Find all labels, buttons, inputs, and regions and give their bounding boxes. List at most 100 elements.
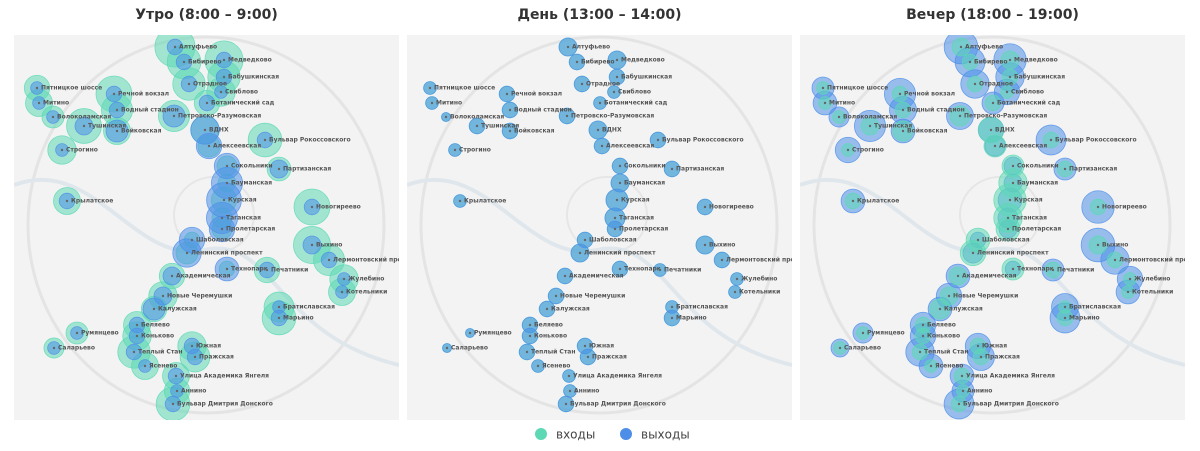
station-label: Крылатское <box>71 198 113 205</box>
station-dot <box>222 75 226 79</box>
station-dot <box>567 374 571 378</box>
station-dot <box>508 108 512 112</box>
station-label: Бибирево <box>974 59 1007 66</box>
station-dot <box>115 129 119 133</box>
station-label: Саларьево <box>451 345 488 352</box>
station-dot <box>161 294 165 298</box>
station-dot <box>1063 305 1067 309</box>
station-label: Водный стадион <box>514 107 572 114</box>
station-dot <box>190 238 194 242</box>
station-label: Петровско-Разумовская <box>571 113 654 120</box>
station-label: Технопарк <box>1017 266 1054 273</box>
station-label: Пражская <box>592 354 627 361</box>
station-dot <box>956 274 960 278</box>
station-label: Строгино <box>66 147 98 154</box>
station-dot <box>618 164 622 168</box>
station-dot <box>263 138 267 142</box>
station-dot <box>52 346 56 350</box>
station-label: Улица Академика Янгеля <box>966 373 1055 380</box>
legend-label: входы <box>556 428 595 442</box>
station-dot <box>838 346 842 350</box>
station-label: Свиблово <box>1011 89 1044 96</box>
station-dot <box>670 305 674 309</box>
station-label: Строгино <box>852 147 884 154</box>
station-dot <box>961 389 965 393</box>
ring-road <box>419 35 779 415</box>
station-dot <box>901 108 905 112</box>
station-label: Сокольники <box>624 163 666 170</box>
station-label: Южная <box>589 343 614 350</box>
station-label: Строгино <box>459 147 491 154</box>
station-dot <box>171 402 175 406</box>
panel-title: Вечер (18:00 – 19:00) <box>906 7 1079 23</box>
station-label: Свиблово <box>225 89 258 96</box>
station-dot <box>979 355 983 359</box>
station-label: Технопарк <box>231 266 268 273</box>
station-label: Курская <box>228 197 257 204</box>
river <box>14 177 399 367</box>
station-dot <box>921 334 925 338</box>
station-dot <box>1126 290 1130 294</box>
station-label: Алтуфьево <box>572 44 610 51</box>
station-dot <box>959 45 963 49</box>
station-label: Ботанический сад <box>997 100 1060 107</box>
station-label: Румянцево <box>867 330 905 337</box>
station-label: Бульвар Рокоссовского <box>662 137 744 144</box>
station-label: Сокольники <box>1017 163 1059 170</box>
station-dot <box>222 58 226 62</box>
legend-label: выходы <box>641 428 690 442</box>
station-label: Марьино <box>283 315 314 322</box>
station-dot <box>938 307 942 311</box>
station-dot <box>563 274 567 278</box>
station-label: Коньково <box>141 333 174 340</box>
station-dot <box>528 323 532 327</box>
station-label: Пролетарская <box>619 226 668 233</box>
station-label: Алтуфьево <box>965 44 1003 51</box>
station-label: Речной вокзал <box>904 91 955 98</box>
station-dot <box>1113 258 1117 262</box>
station-dot <box>190 344 194 348</box>
station-label: Ясенево <box>149 363 177 370</box>
station-label: Отрадное <box>979 81 1013 88</box>
station-dot <box>220 216 224 220</box>
station-label: Выхино <box>316 242 342 249</box>
map-panel: Алтуфьево Медведково Бибирево БабушкинскаяО… <box>407 35 792 420</box>
station-label: Курская <box>1014 197 1043 204</box>
station-dot <box>613 216 617 220</box>
station-dot <box>170 274 174 278</box>
station-dot <box>37 101 41 105</box>
station-dot <box>187 82 191 86</box>
station-dot <box>958 114 962 118</box>
station-label: ВДНХ <box>209 127 229 134</box>
station-dot <box>1008 75 1012 79</box>
station-dot <box>1006 216 1010 220</box>
station-label: Марьино <box>1069 315 1100 322</box>
station-dot <box>545 307 549 311</box>
station-label: Тушинская <box>88 123 126 130</box>
station-dot <box>342 277 346 281</box>
station-label: ВДНХ <box>995 127 1015 134</box>
station-dot <box>976 344 980 348</box>
station-label: Теплый Стан <box>138 349 183 356</box>
station-label: Бульвар Дмитрия Донского <box>963 401 1059 408</box>
station-label: Шаболовская <box>589 237 637 244</box>
station-label: Волоколамская <box>843 114 897 121</box>
station-label: Речной вокзал <box>118 91 169 98</box>
station-dot <box>428 86 432 90</box>
station-label: Новые Черемушки <box>167 293 232 300</box>
station-label: Медведково <box>1014 57 1058 64</box>
station-label: Бульвар Рокоссовского <box>1055 137 1137 144</box>
station-label: Бабушкинская <box>621 74 672 81</box>
station-dot <box>1006 227 1010 231</box>
station-label: Ясенево <box>542 363 570 370</box>
station-dot <box>583 344 587 348</box>
station-label: Аннино <box>574 388 599 395</box>
station-dot <box>505 92 509 96</box>
station-label: Бабушкинская <box>1014 74 1065 81</box>
station-dot <box>173 45 177 49</box>
legend-marker <box>535 428 547 440</box>
station-label: Южная <box>982 343 1007 350</box>
station-dot <box>580 82 584 86</box>
station-label: Румянцево <box>81 330 119 337</box>
